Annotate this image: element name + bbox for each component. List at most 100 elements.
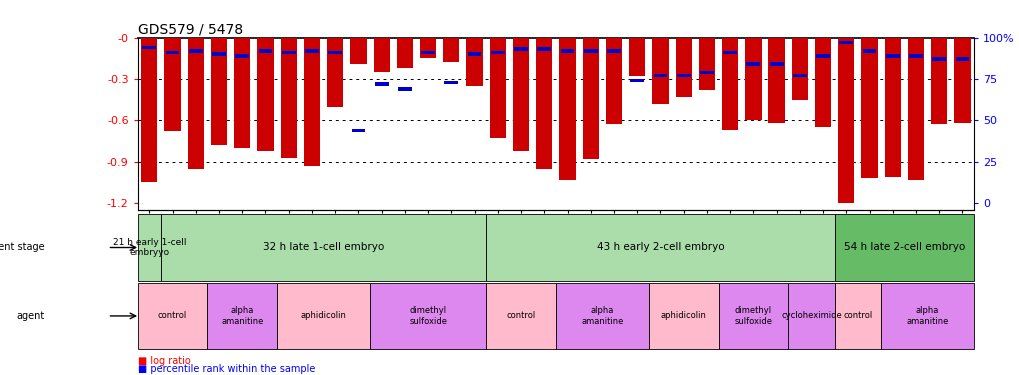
Bar (648, 283, 717, 349)
Bar (259, 49, 272, 52)
Bar (350, 38, 366, 64)
Bar (277, 283, 370, 349)
Bar (189, 49, 203, 52)
Bar (815, 54, 829, 57)
Bar (699, 70, 713, 74)
Bar (513, 38, 529, 151)
Bar (514, 47, 528, 51)
Bar (605, 38, 622, 124)
Bar (722, 51, 737, 54)
Text: 54 h late 2-cell embryo: 54 h late 2-cell embryo (843, 243, 964, 252)
Bar (138, 283, 207, 349)
Bar (629, 38, 645, 76)
Bar (839, 41, 852, 44)
Bar (305, 49, 319, 52)
Bar (281, 51, 296, 54)
Bar (443, 38, 459, 62)
Text: ■ log ratio: ■ log ratio (138, 356, 191, 366)
Bar (304, 38, 320, 166)
Bar (862, 49, 875, 52)
Bar (908, 54, 922, 57)
Bar (721, 38, 738, 130)
Bar (211, 38, 227, 145)
Bar (630, 79, 643, 82)
Bar (652, 38, 667, 104)
Bar (675, 38, 691, 97)
Bar (235, 54, 249, 57)
Bar (187, 38, 204, 169)
Bar (814, 38, 830, 127)
Bar (212, 53, 225, 56)
Text: aphidicolin: aphidicolin (301, 311, 346, 320)
Bar (257, 38, 273, 151)
Bar (468, 53, 481, 56)
Bar (328, 51, 341, 54)
Bar (165, 51, 179, 54)
Bar (838, 38, 854, 203)
Bar (583, 49, 597, 52)
Bar (536, 38, 552, 169)
Bar (138, 214, 161, 281)
Bar (931, 57, 946, 61)
Bar (490, 51, 504, 54)
Bar (769, 62, 783, 66)
Bar (374, 82, 388, 86)
Bar (883, 38, 900, 177)
Bar (582, 38, 598, 159)
Bar (537, 47, 550, 51)
Bar (861, 38, 876, 178)
Text: agent: agent (16, 311, 45, 321)
Bar (930, 38, 947, 124)
Bar (327, 38, 343, 106)
Bar (164, 38, 180, 131)
Bar (161, 214, 486, 281)
Bar (420, 38, 436, 58)
Text: 21 h early 1-cell
embryyo: 21 h early 1-cell embryyo (112, 238, 185, 257)
Text: ■ percentile rank within the sample: ■ percentile rank within the sample (138, 364, 315, 374)
Bar (880, 283, 973, 349)
Bar (677, 74, 690, 77)
Bar (207, 283, 277, 349)
Text: dimethyl
sulfoxide: dimethyl sulfoxide (409, 306, 446, 326)
Bar (466, 38, 482, 86)
Text: control: control (158, 311, 187, 320)
Bar (954, 38, 970, 123)
Text: control: control (505, 311, 535, 320)
Bar (717, 283, 788, 349)
Bar (558, 38, 575, 180)
Text: dimethyl
sulfoxide: dimethyl sulfoxide (734, 306, 771, 326)
Bar (834, 283, 880, 349)
Bar (745, 38, 761, 120)
Bar (444, 81, 458, 84)
Bar (141, 38, 157, 182)
Bar (234, 38, 250, 148)
Bar (370, 283, 486, 349)
Bar (486, 283, 555, 349)
Bar (653, 74, 666, 77)
Text: alpha
amanitine: alpha amanitine (221, 306, 263, 326)
Bar (698, 38, 714, 90)
Text: 43 h early 2-cell embryo: 43 h early 2-cell embryo (596, 243, 723, 252)
Text: 32 h late 1-cell embryo: 32 h late 1-cell embryo (263, 243, 384, 252)
Bar (421, 51, 434, 54)
Bar (489, 38, 505, 138)
Text: aphidicolin: aphidicolin (660, 311, 706, 320)
Text: GDS579 / 5478: GDS579 / 5478 (138, 22, 243, 36)
Bar (373, 38, 389, 72)
Bar (555, 283, 648, 349)
Bar (396, 38, 413, 68)
Text: alpha
amanitine: alpha amanitine (581, 306, 623, 326)
Bar (352, 129, 365, 132)
Bar (788, 283, 834, 349)
Bar (834, 214, 973, 281)
Bar (560, 49, 574, 52)
Text: cycloheximide: cycloheximide (781, 311, 841, 320)
Bar (746, 62, 759, 66)
Bar (767, 38, 784, 123)
Bar (886, 54, 899, 57)
Bar (791, 38, 807, 100)
Bar (907, 38, 923, 180)
Bar (143, 46, 156, 49)
Bar (792, 74, 806, 77)
Text: development stage: development stage (0, 243, 45, 252)
